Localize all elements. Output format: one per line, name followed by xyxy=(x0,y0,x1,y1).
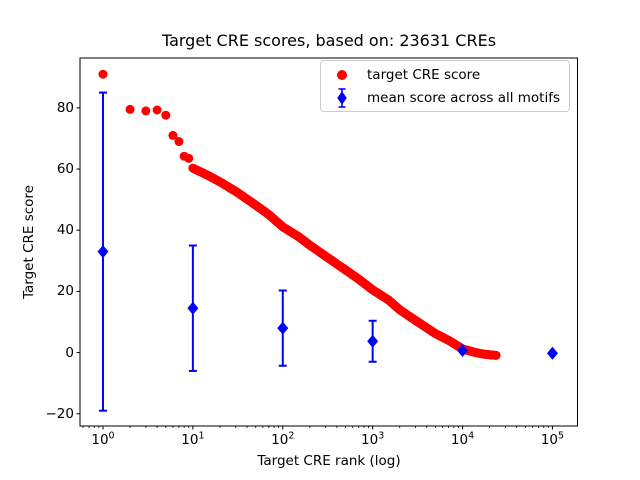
y-tick-label: 60 xyxy=(56,161,74,178)
y-tick-label: 20 xyxy=(56,283,74,300)
x-tick-label: 100 xyxy=(91,430,115,448)
series-mean-score xyxy=(97,91,558,412)
series-target-cre-score xyxy=(98,69,501,360)
legend-label: mean score across all motifs xyxy=(367,89,561,106)
y-axis-label: Target CRE score xyxy=(21,185,37,299)
legend-item-target-cre-score: target CRE score xyxy=(321,63,569,86)
y-tick-label: −20 xyxy=(45,405,75,422)
legend-item-mean-score: mean score across all motifs xyxy=(321,86,569,109)
axes-spines xyxy=(79,57,578,427)
legend-label: target CRE score xyxy=(367,66,481,83)
x-tick-label: 104 xyxy=(450,430,475,448)
legend-diamond-errorbar-icon xyxy=(321,87,363,109)
legend: target CRE score mean score across all m… xyxy=(320,60,570,112)
x-axis-label: Target CRE rank (log) xyxy=(257,453,401,469)
x-tick-label: 103 xyxy=(361,430,385,448)
legend-circle-icon xyxy=(321,67,363,83)
axis-tick-marks xyxy=(76,107,553,430)
x-tick-label: 101 xyxy=(181,430,205,448)
x-tick-label: 102 xyxy=(271,430,295,448)
y-tick-label: 0 xyxy=(65,344,74,361)
y-tick-label: 40 xyxy=(56,222,74,239)
x-tick-label: 105 xyxy=(540,430,565,448)
chart-title: Target CRE scores, based on: 23631 CREs xyxy=(161,31,497,50)
y-tick-label: 80 xyxy=(56,99,74,116)
